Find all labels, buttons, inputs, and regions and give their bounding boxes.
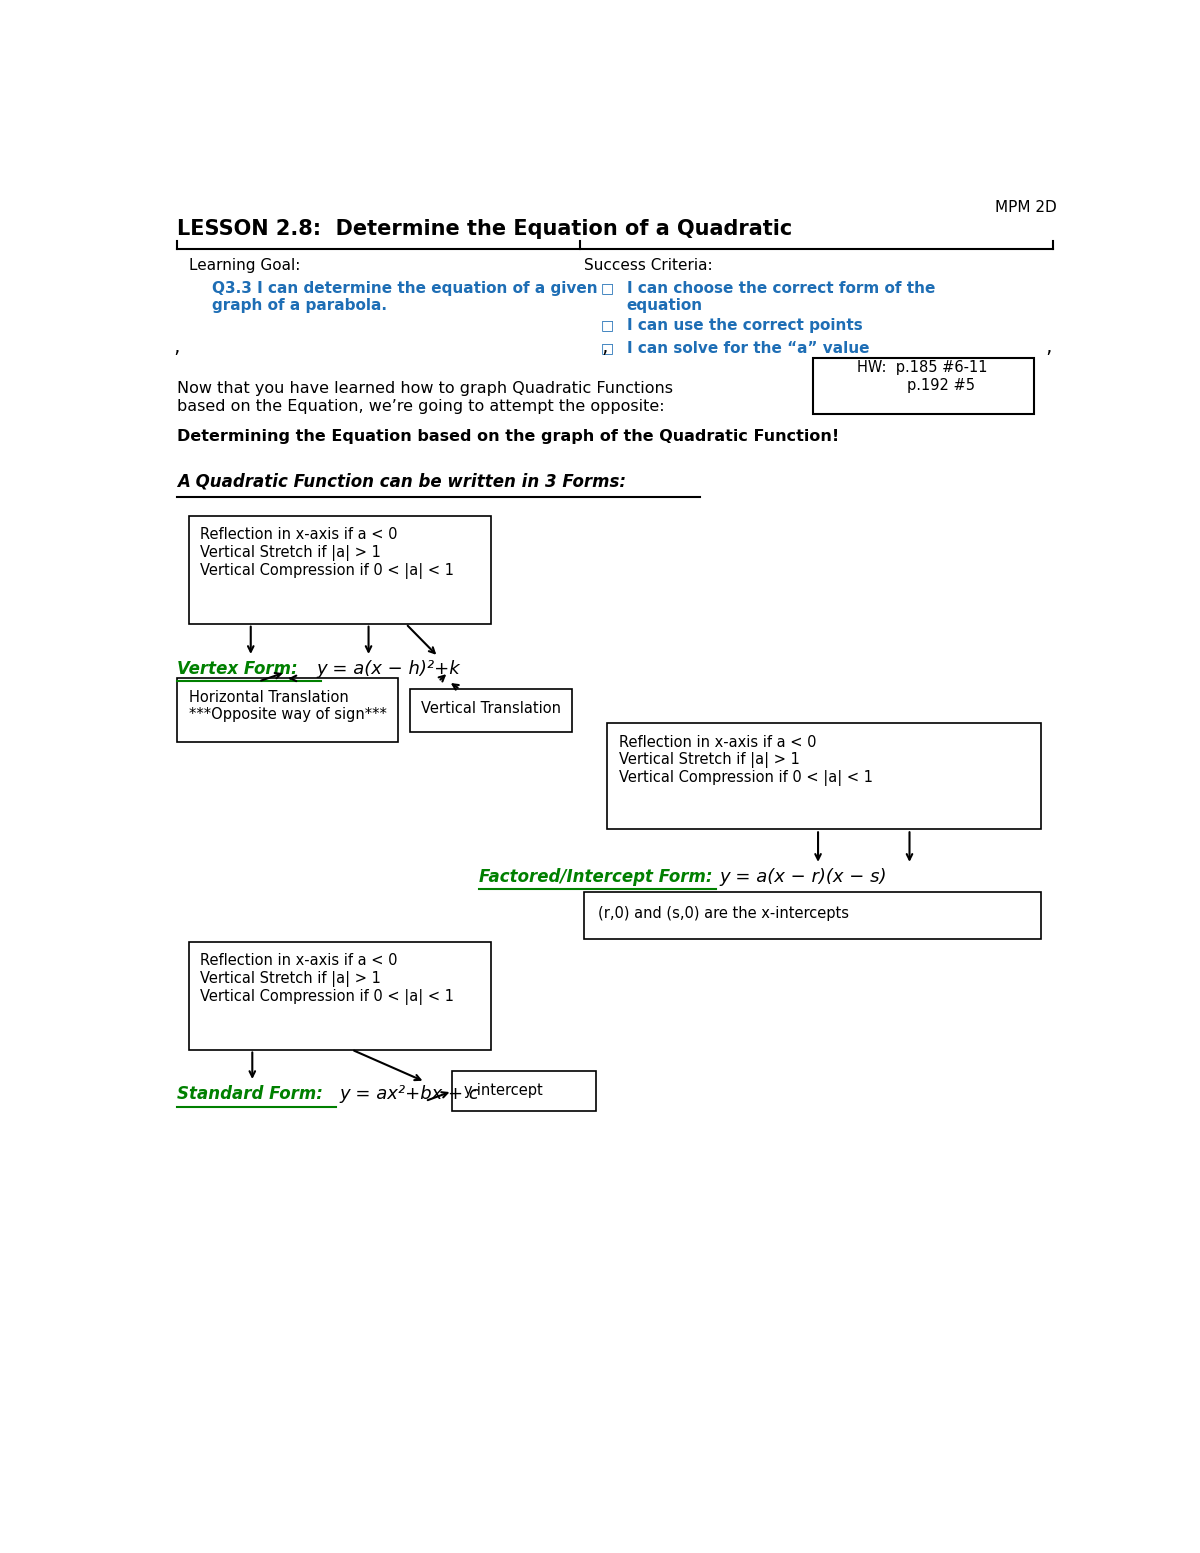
Text: □: □ [601, 281, 614, 295]
Text: (r,0) and (s,0) are the x-intercepts: (r,0) and (s,0) are the x-intercepts [598, 905, 848, 921]
Text: □: □ [601, 318, 614, 332]
Text: Learning Goal:: Learning Goal: [188, 258, 300, 273]
Text: ’: ’ [601, 349, 607, 368]
FancyBboxPatch shape [584, 891, 1042, 940]
Text: A Quadratic Function can be written in 3 Forms:: A Quadratic Function can be written in 3… [178, 472, 626, 491]
Text: y = ax²+bx + c: y = ax²+bx + c [340, 1086, 480, 1103]
Text: y = a(x − r)(x − s): y = a(x − r)(x − s) [720, 868, 887, 885]
Text: ’: ’ [1045, 349, 1051, 368]
Text: I can solve for the “a” value: I can solve for the “a” value [626, 342, 869, 356]
Text: Vertex Form:: Vertex Form: [178, 660, 298, 679]
FancyBboxPatch shape [812, 359, 1033, 413]
FancyBboxPatch shape [409, 690, 572, 731]
Text: LESSON 2.8:  Determine the Equation of a Quadratic: LESSON 2.8: Determine the Equation of a … [178, 219, 792, 239]
Text: Factored/Intercept Form:: Factored/Intercept Form: [479, 868, 713, 885]
Text: I can choose the correct form of the
equation: I can choose the correct form of the equ… [626, 281, 935, 314]
Text: Standard Form:: Standard Form: [178, 1086, 323, 1103]
Text: Q3.3 I can determine the equation of a given
graph of a parabola.: Q3.3 I can determine the equation of a g… [212, 281, 598, 314]
Text: HW:  p.185 #6-11
        p.192 #5: HW: p.185 #6-11 p.192 #5 [858, 360, 988, 393]
Text: I can use the correct points: I can use the correct points [626, 318, 863, 332]
Text: Now that you have learned how to graph Quadratic Functions
based on the Equation: Now that you have learned how to graph Q… [178, 380, 673, 413]
Text: Horizontal Translation
***Opposite way of sign***: Horizontal Translation ***Opposite way o… [188, 690, 386, 722]
Text: □: □ [601, 342, 614, 356]
Text: y = a(x − h)²+k: y = a(x − h)²+k [317, 660, 461, 679]
FancyBboxPatch shape [452, 1072, 595, 1110]
FancyBboxPatch shape [188, 516, 491, 624]
Text: MPM 2D: MPM 2D [995, 200, 1057, 216]
Text: Reflection in x-axis if a < 0
Vertical Stretch if |a| > 1
Vertical Compression i: Reflection in x-axis if a < 0 Vertical S… [200, 528, 455, 579]
Text: y-intercept: y-intercept [464, 1082, 544, 1098]
Text: Vertical Translation: Vertical Translation [421, 700, 562, 716]
FancyBboxPatch shape [188, 941, 491, 1050]
Text: Determining the Equation based on the graph of the Quadratic Function!: Determining the Equation based on the gr… [178, 429, 839, 444]
Text: Success Criteria:: Success Criteria: [584, 258, 713, 273]
Text: ’: ’ [173, 349, 180, 368]
FancyBboxPatch shape [178, 679, 398, 741]
FancyBboxPatch shape [607, 724, 1042, 829]
Text: Reflection in x-axis if a < 0
Vertical Stretch if |a| > 1
Vertical Compression i: Reflection in x-axis if a < 0 Vertical S… [619, 735, 872, 786]
Text: Reflection in x-axis if a < 0
Vertical Stretch if |a| > 1
Vertical Compression i: Reflection in x-axis if a < 0 Vertical S… [200, 954, 455, 1005]
